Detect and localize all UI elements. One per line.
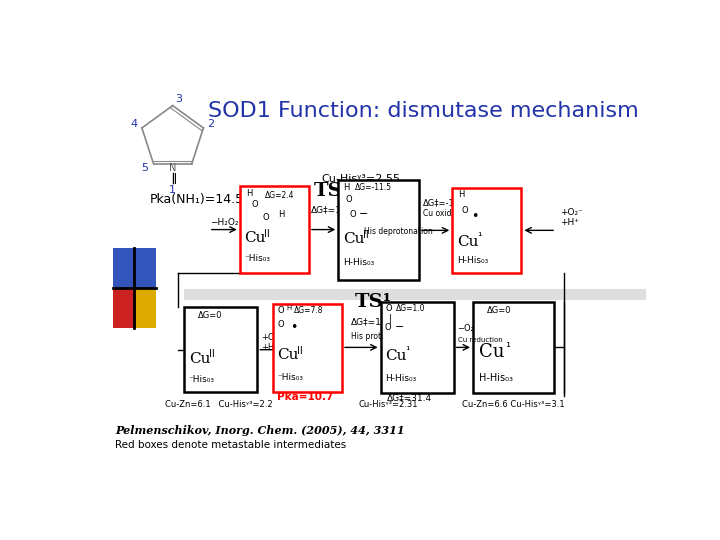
Text: ΔG‡=31.4: ΔG‡=31.4 xyxy=(387,394,432,402)
Text: His protonation: His protonation xyxy=(351,332,410,341)
Text: Cu-Zn=6.1   Cu-Hisᵞ³=2.2: Cu-Zn=6.1 Cu-Hisᵞ³=2.2 xyxy=(165,401,273,409)
Text: Red boxes denote metastable intermediates: Red boxes denote metastable intermediate… xyxy=(115,440,346,450)
Bar xyxy=(273,303,342,392)
Text: +H⁺: +H⁺ xyxy=(560,218,579,227)
Text: ¹: ¹ xyxy=(505,341,510,354)
Text: Cu: Cu xyxy=(343,232,364,246)
Text: 3: 3 xyxy=(175,94,182,104)
Text: −: − xyxy=(359,210,369,219)
Bar xyxy=(338,180,419,280)
Bar xyxy=(381,302,454,393)
Text: O: O xyxy=(350,210,356,219)
Text: Cu: Cu xyxy=(277,348,299,362)
Text: N: N xyxy=(169,163,176,173)
Text: ΔG=7.8: ΔG=7.8 xyxy=(294,306,324,315)
Text: 1: 1 xyxy=(169,185,176,194)
Bar xyxy=(452,188,521,273)
Text: O: O xyxy=(385,304,392,313)
Text: 4: 4 xyxy=(130,119,138,129)
Text: ¹: ¹ xyxy=(477,232,481,242)
Text: ΔG‡=17.6: ΔG‡=17.6 xyxy=(310,206,356,214)
Text: ΔG=1.0: ΔG=1.0 xyxy=(396,304,426,313)
Text: H: H xyxy=(246,188,252,198)
Text: H-His₀₃: H-His₀₃ xyxy=(343,258,374,267)
Text: •: • xyxy=(289,321,297,334)
Text: TS¹: TS¹ xyxy=(355,293,392,312)
Text: ⁻His₀₃: ⁻His₀₃ xyxy=(244,254,270,263)
Text: TS²: TS² xyxy=(314,181,351,200)
Text: H-His₀₃: H-His₀₃ xyxy=(385,374,416,383)
Text: ⁻His₀₃: ⁻His₀₃ xyxy=(189,375,215,384)
Text: O: O xyxy=(263,213,269,222)
Text: O: O xyxy=(277,306,284,315)
Bar xyxy=(473,302,554,393)
Text: +H⁺: +H⁺ xyxy=(261,343,279,352)
Text: O: O xyxy=(251,200,258,209)
Text: Pka(NH₁)=14.5: Pka(NH₁)=14.5 xyxy=(150,193,243,206)
Text: ΔG‡=-11.5: ΔG‡=-11.5 xyxy=(423,198,468,207)
Text: II: II xyxy=(264,228,270,239)
Bar xyxy=(184,289,647,300)
Text: His deprotonation: His deprotonation xyxy=(364,227,433,236)
Text: Cu: Cu xyxy=(385,349,407,363)
Text: −H₂O₂: −H₂O₂ xyxy=(210,218,239,227)
Bar xyxy=(113,248,156,288)
Text: H: H xyxy=(278,210,284,219)
Text: SOD1 Function: dismutase mechanism: SOD1 Function: dismutase mechanism xyxy=(207,101,638,121)
Text: ΔG=2.4: ΔG=2.4 xyxy=(265,191,294,200)
Text: ΔG‡=12.6: ΔG‡=12.6 xyxy=(351,318,396,326)
Text: ¹: ¹ xyxy=(405,346,410,356)
Text: Cu-Zn=6.6 Cu-Hisᵞ³=3.1: Cu-Zn=6.6 Cu-Hisᵞ³=3.1 xyxy=(462,401,565,409)
Text: II: II xyxy=(209,349,215,360)
Text: O: O xyxy=(462,206,468,214)
Text: ΔG=0: ΔG=0 xyxy=(487,306,511,315)
Text: ⁻His₀₃: ⁻His₀₃ xyxy=(277,374,303,382)
Text: O: O xyxy=(384,323,391,333)
Text: ΔG=0: ΔG=0 xyxy=(198,311,222,320)
Text: H-His₀₃: H-His₀₃ xyxy=(479,373,513,383)
Text: 2: 2 xyxy=(207,119,215,129)
Text: H: H xyxy=(287,306,292,312)
Text: +O₂⁻: +O₂⁻ xyxy=(560,208,582,217)
Text: O: O xyxy=(346,195,353,204)
Text: −: − xyxy=(395,322,404,333)
Text: Cu: Cu xyxy=(189,352,210,366)
Bar xyxy=(240,186,309,273)
Text: Cu: Cu xyxy=(456,235,478,249)
Text: +O₂⁻: +O₂⁻ xyxy=(261,333,282,342)
Text: Cu-Hisᵞ³=2.55: Cu-Hisᵞ³=2.55 xyxy=(322,174,401,184)
Bar xyxy=(137,288,156,328)
Text: ΔG=-11.5: ΔG=-11.5 xyxy=(355,183,392,192)
Text: Pka=10.7: Pka=10.7 xyxy=(276,392,333,402)
Text: II: II xyxy=(297,346,303,355)
Bar xyxy=(113,288,137,328)
Text: H: H xyxy=(343,183,349,192)
Text: H: H xyxy=(459,190,464,199)
Bar xyxy=(184,307,257,392)
Text: Cu reduction: Cu reduction xyxy=(457,337,503,343)
Text: Cu oxidation: Cu oxidation xyxy=(423,209,471,218)
Text: |: | xyxy=(388,314,392,325)
Text: 5: 5 xyxy=(141,163,148,173)
Text: O: O xyxy=(277,320,284,329)
Text: −O₂: −O₂ xyxy=(457,324,474,333)
Text: Cu-Hisᵞ³=2.31: Cu-Hisᵞ³=2.31 xyxy=(359,401,418,409)
Text: H-His₀₃: H-His₀₃ xyxy=(456,255,488,265)
Text: Pelmenschikov, Inorg. Chem. (2005), 44, 3311: Pelmenschikov, Inorg. Chem. (2005), 44, … xyxy=(115,426,405,436)
Text: Cu: Cu xyxy=(244,231,266,245)
Text: •: • xyxy=(472,211,479,224)
Text: II: II xyxy=(363,230,369,240)
Text: Cu: Cu xyxy=(479,343,505,361)
